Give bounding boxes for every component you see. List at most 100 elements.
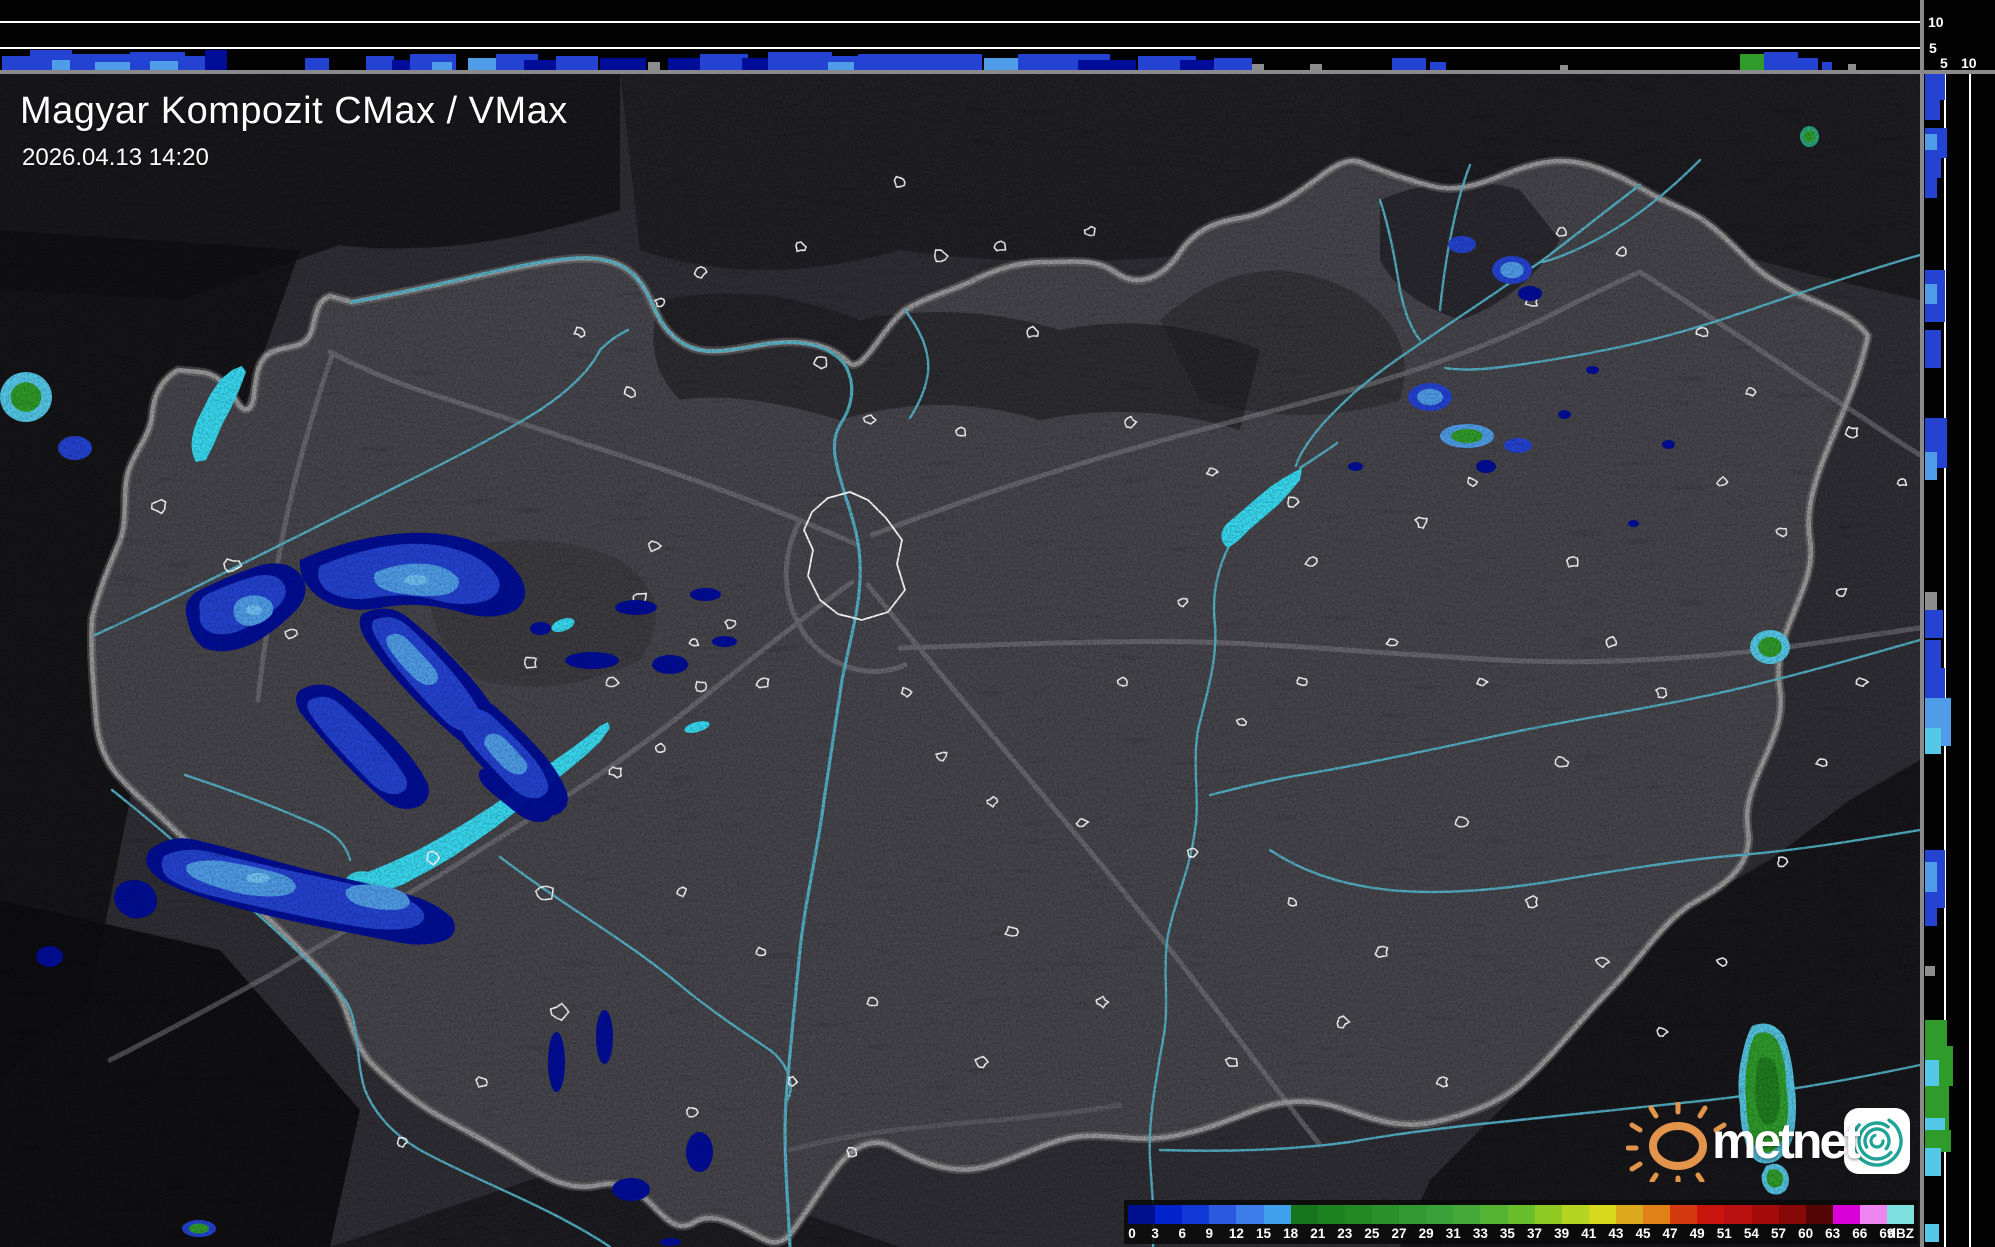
metnet-logo[interactable]: metnet bbox=[1626, 1102, 1918, 1182]
right-profile-echo bbox=[1925, 668, 1945, 700]
dbz-value-label: 31 bbox=[1445, 1226, 1461, 1241]
top-profile-echo bbox=[392, 60, 422, 70]
dbz-color-cell bbox=[1805, 1205, 1833, 1224]
dbz-value-label: 15 bbox=[1256, 1226, 1272, 1241]
dbz-color-cell bbox=[1643, 1205, 1671, 1224]
dbz-value-label: 6 bbox=[1178, 1226, 1186, 1241]
top-profile-echo bbox=[1764, 52, 1798, 70]
dbz-value-label: 66 bbox=[1852, 1226, 1868, 1241]
dbz-color-cell bbox=[1859, 1205, 1888, 1224]
top-profile-echo bbox=[1180, 60, 1218, 70]
right-profile-echo bbox=[1925, 610, 1943, 638]
dbz-color-cell bbox=[1697, 1205, 1725, 1224]
top-profile-echo bbox=[1078, 60, 1136, 70]
right-profile-echo bbox=[1925, 284, 1937, 304]
dbz-value-label: 12 bbox=[1228, 1226, 1244, 1241]
dbz-color-cell bbox=[1534, 1205, 1562, 1224]
right-profile-echo bbox=[1925, 862, 1937, 892]
dbz-value-label: 0 bbox=[1128, 1226, 1136, 1241]
dbz-color-cell bbox=[1670, 1205, 1698, 1224]
right-profile-echo bbox=[1925, 158, 1941, 178]
dbz-color-cell bbox=[1453, 1205, 1481, 1224]
dbz-color-cell bbox=[1290, 1205, 1318, 1224]
dbz-color-cell bbox=[1588, 1205, 1616, 1224]
metnet-wordmark: metnet bbox=[1712, 1113, 1861, 1169]
dbz-color-cell bbox=[1371, 1205, 1400, 1224]
dbz-value-label: 29 bbox=[1418, 1226, 1434, 1241]
top-profile-echo bbox=[1822, 62, 1832, 70]
terrain-relief bbox=[0, 72, 1920, 1247]
right-profile-echo bbox=[1925, 728, 1941, 754]
top-profile-echo bbox=[1794, 58, 1818, 70]
top-profile-echo bbox=[2, 56, 32, 70]
dbz-value-label: 33 bbox=[1472, 1226, 1488, 1241]
dbz-color-cell bbox=[1480, 1205, 1508, 1224]
right-profile-echo bbox=[1925, 74, 1945, 100]
dbz-value-label: 9 bbox=[1205, 1226, 1214, 1241]
dbz-value-label: 18 bbox=[1283, 1226, 1299, 1241]
right-profile-echo bbox=[1925, 906, 1937, 926]
dbz-color-cell bbox=[1344, 1205, 1372, 1224]
top-profile-echo bbox=[150, 61, 178, 70]
dbz-color-cell bbox=[1751, 1205, 1779, 1224]
dbz-color-cell bbox=[1615, 1205, 1644, 1224]
right-profile-echo bbox=[1925, 134, 1937, 150]
dbz-value-label: 69 bbox=[1879, 1226, 1895, 1241]
right-profile-echo bbox=[1925, 452, 1937, 480]
metnet-app-icon bbox=[1844, 1108, 1910, 1174]
top-profile-echo bbox=[52, 60, 82, 70]
top-profile-echo bbox=[1214, 58, 1252, 70]
dbz-color-cell bbox=[1155, 1205, 1183, 1224]
right-profile-echo bbox=[1925, 330, 1941, 368]
dbz-value-label: 60 bbox=[1798, 1226, 1814, 1241]
dbz-value-label: 23 bbox=[1337, 1226, 1353, 1241]
dbz-value-label: 37 bbox=[1527, 1226, 1543, 1241]
dbz-value-label: 49 bbox=[1689, 1226, 1705, 1241]
top-profile-echo bbox=[1252, 64, 1264, 70]
top-profile-echo bbox=[700, 54, 748, 70]
dbz-color-cell bbox=[1236, 1205, 1264, 1224]
timestamp: 2026.04.13 14:20 bbox=[22, 144, 209, 171]
right-profile-echo bbox=[1925, 592, 1937, 612]
right-profile-echo bbox=[1925, 1130, 1951, 1152]
top-profile-echo bbox=[1392, 58, 1426, 70]
top-profile-echo bbox=[205, 50, 227, 70]
top-profile-echo bbox=[1430, 62, 1446, 70]
top-profile-echo bbox=[305, 58, 329, 70]
top-profile-echo bbox=[432, 62, 452, 70]
top-profile-echo bbox=[95, 62, 130, 70]
dbz-value-label: 39 bbox=[1554, 1226, 1570, 1241]
dbz-value-label: 25 bbox=[1364, 1226, 1380, 1241]
right-profile-echo bbox=[1925, 100, 1940, 120]
dbz-color-cell bbox=[1507, 1205, 1535, 1224]
dbz-value-label: 47 bbox=[1662, 1226, 1678, 1241]
page-title: Magyar Kompozit CMax / VMax bbox=[20, 90, 568, 132]
top-profile-echo bbox=[1848, 64, 1856, 70]
top-profile-echo bbox=[858, 54, 982, 70]
top-profile-echo bbox=[1310, 64, 1322, 70]
dbz-value-label: 27 bbox=[1391, 1226, 1407, 1241]
dbz-color-cell bbox=[1317, 1205, 1345, 1224]
dbz-value-label: 45 bbox=[1635, 1226, 1651, 1241]
dbz-color-cell bbox=[1426, 1205, 1454, 1224]
right-profile-echo bbox=[1925, 1060, 1939, 1090]
top-profile-echo bbox=[524, 60, 558, 70]
top-profile-echo bbox=[366, 56, 394, 70]
dbz-unit-label: dBZ bbox=[1887, 1226, 1914, 1241]
dbz-value-label: 57 bbox=[1770, 1226, 1786, 1241]
dbz-value-label: 51 bbox=[1716, 1226, 1732, 1241]
top-profile-echo bbox=[1740, 54, 1768, 70]
right-profile-echo bbox=[1925, 640, 1941, 670]
dbz-color-cell bbox=[1724, 1205, 1752, 1224]
dbz-value-label: 63 bbox=[1825, 1226, 1841, 1241]
right-profile-echo bbox=[1925, 176, 1937, 198]
top-profile-echo bbox=[828, 62, 854, 70]
right-profile-echo bbox=[1925, 1224, 1939, 1242]
dbz-value-label: 3 bbox=[1151, 1226, 1159, 1241]
axis-corner bbox=[1920, 0, 1995, 72]
dbz-color-cell bbox=[1561, 1205, 1589, 1224]
dbz-legend: 0 3 6 9 12 15 18 21 23 25 27 29 31 33 35 37 39 41 43 45 47 49… bbox=[1124, 1200, 1918, 1244]
dbz-color-cell bbox=[1887, 1205, 1915, 1224]
